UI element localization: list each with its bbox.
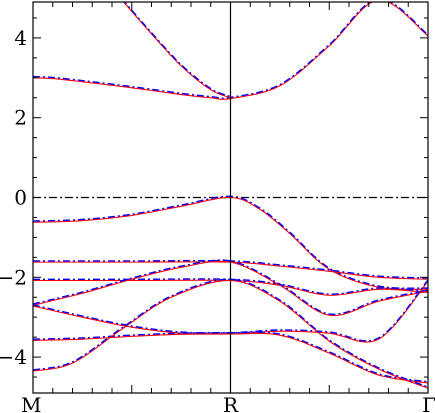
kpoint-label-R: R — [223, 393, 239, 413]
band-3-blue-line — [33, 195, 428, 289]
band-1-blue-line — [33, 2, 428, 99]
band-4-blue-line — [33, 259, 428, 279]
band-2-blue-line — [123, 2, 231, 98]
band-5-blue-line — [33, 278, 428, 295]
y-tick-label: 0 — [14, 186, 27, 210]
kpoint-label-M: M — [21, 393, 41, 413]
kpoint-label-Γ: Γ — [422, 393, 435, 413]
band-3-red-line — [33, 196, 428, 290]
axis-labels-group: −4 −2 0 2 4 M R Γ — [0, 26, 435, 413]
y-tick-label: −4 — [0, 345, 27, 369]
y-tick-label: 2 — [14, 106, 27, 130]
y-tick-label: 4 — [14, 26, 27, 50]
band-4-red-line — [33, 261, 428, 280]
band-2-red-line — [122, 2, 231, 99]
band-6-blue-line — [33, 259, 428, 316]
band-1-red-line — [33, 2, 428, 100]
y-tick-label: −2 — [0, 265, 27, 289]
